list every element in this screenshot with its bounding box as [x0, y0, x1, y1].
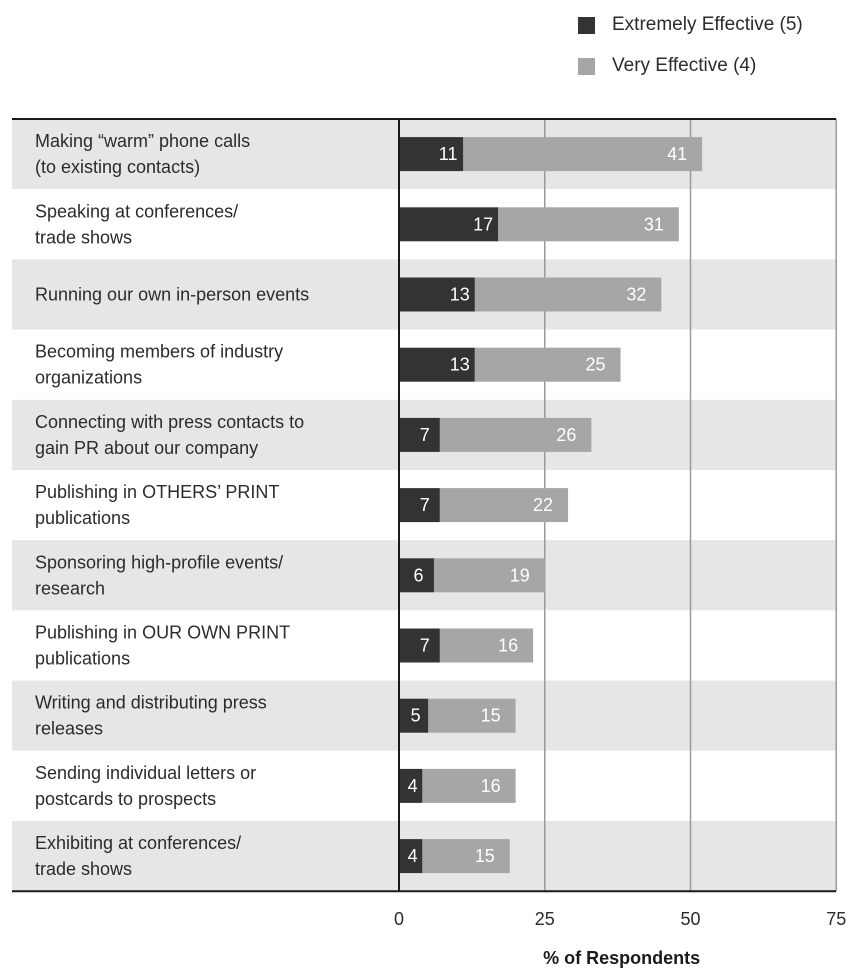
category-label-line: Publishing in OTHERS’ PRINT [35, 482, 279, 502]
bar-value-label: 16 [498, 636, 518, 656]
category-label: Becoming members of industry organization… [35, 342, 283, 388]
bar-value-label: 31 [644, 214, 664, 234]
bar-very-effective [439, 488, 569, 523]
bar-very-effective [474, 347, 621, 382]
legend-swatch [578, 16, 595, 34]
x-axis-title: % of Respondents [543, 948, 700, 968]
bar-value-label: 13 [450, 355, 470, 375]
category-label-line: Publishing in OUR OWN PRINT [35, 623, 290, 643]
category-label-line: gain PR about our company [35, 438, 258, 458]
bar-extremely-effective [399, 628, 440, 663]
bar-very-effective [439, 417, 592, 452]
legend: Extremely Effective (5) Very Effective (4… [578, 10, 803, 92]
bar-value-label: 15 [481, 706, 501, 726]
x-tick-label: 0 [394, 909, 404, 929]
category-label-line: trade shows [35, 227, 132, 247]
bar-value-label: 22 [533, 495, 553, 515]
category-label: Speaking at conferences/trade shows [35, 201, 238, 247]
bar-value-label: 16 [481, 776, 501, 796]
bar-value-label: 41 [667, 144, 687, 164]
category-label: Writing and distributing press releases [35, 693, 267, 739]
bar-extremely-effective [399, 558, 434, 593]
bar-value-label: 13 [450, 285, 470, 305]
category-label-line: trade shows [35, 859, 132, 879]
category-label-line: publications [35, 649, 130, 669]
bar-very-effective [428, 698, 516, 733]
category-label-line: Running our own in-person events [35, 285, 309, 305]
bar-extremely-effective [399, 768, 423, 803]
category-label-line: research [35, 578, 105, 598]
bar-value-label: 15 [475, 846, 495, 866]
legend-swatch [578, 57, 595, 75]
category-label: Publishing in OUR OWN PRINT publications [35, 623, 290, 669]
category-label: Exhibiting at conferences/trade shows [35, 833, 241, 879]
bar-value-label: 7 [420, 636, 430, 656]
category-label: Running our own in-person events [35, 285, 309, 305]
bar-value-label: 25 [586, 355, 606, 375]
bar-very-effective [463, 137, 703, 172]
bar-value-label: 17 [473, 214, 493, 234]
x-tick-label: 75 [826, 909, 846, 929]
bar-very-effective [498, 207, 679, 242]
bar-value-label: 11 [439, 144, 458, 164]
legend-item: Very Effective (4) [578, 51, 803, 81]
bar-extremely-effective [399, 137, 464, 172]
category-label-line: postcards to prospects [35, 789, 216, 809]
category-label: Making “warm” phone calls (to existing co… [35, 131, 250, 177]
bar-extremely-effective [399, 207, 499, 242]
bar-value-label: 26 [556, 425, 576, 445]
legend-label: Very Effective (4) [612, 55, 757, 76]
bar-value-label: 5 [411, 706, 421, 726]
bar-value-label: 6 [413, 565, 423, 585]
bar-very-effective [439, 628, 534, 663]
category-label-line: (to existing contacts) [35, 157, 200, 177]
category-label-line: releases [35, 719, 103, 739]
bar-value-label: 4 [408, 776, 418, 796]
category-label: Sponsoring high-profile events/research [35, 552, 283, 598]
bar-value-label: 7 [420, 495, 430, 515]
bar-very-effective [433, 558, 545, 593]
bar-value-label: 4 [408, 846, 418, 866]
category-label-line: publications [35, 508, 130, 528]
category-label-line: Connecting with press contacts to [35, 412, 304, 432]
category-label-line: Sending individual letters or [35, 763, 256, 783]
category-label-line: Sponsoring high-profile events/ [35, 552, 283, 572]
bar-extremely-effective [399, 347, 475, 382]
bar-very-effective [422, 768, 516, 803]
category-label-line: Exhibiting at conferences/ [35, 833, 241, 853]
bar-very-effective [422, 839, 510, 874]
bar-value-label: 32 [626, 285, 646, 305]
bar-value-label: 7 [420, 425, 430, 445]
category-label-line: Writing and distributing press [35, 693, 267, 713]
bar-extremely-effective [399, 417, 440, 452]
x-tick-label: 50 [680, 909, 700, 929]
bar-very-effective [474, 277, 662, 312]
bar-extremely-effective [399, 488, 440, 523]
category-label-line: organizations [35, 368, 142, 388]
category-label-line: Making “warm” phone calls [35, 131, 250, 151]
bar-value-label: 19 [510, 565, 530, 585]
x-tick-label: 25 [535, 909, 555, 929]
bar-extremely-effective [399, 839, 423, 874]
category-label-line: Speaking at conferences/ [35, 201, 238, 221]
legend-item: Extremely Effective (5) [578, 10, 803, 40]
legend-label: Extremely Effective (5) [612, 14, 803, 35]
category-label: Connecting with press contacts to gain PR… [35, 412, 304, 458]
category-label: Sending individual letters or postcards t… [35, 763, 256, 809]
bar-extremely-effective [399, 277, 475, 312]
bar-extremely-effective [399, 698, 429, 733]
category-label: Publishing in OTHERS’ PRINT publications [35, 482, 279, 528]
category-label-line: Becoming members of industry [35, 342, 283, 362]
